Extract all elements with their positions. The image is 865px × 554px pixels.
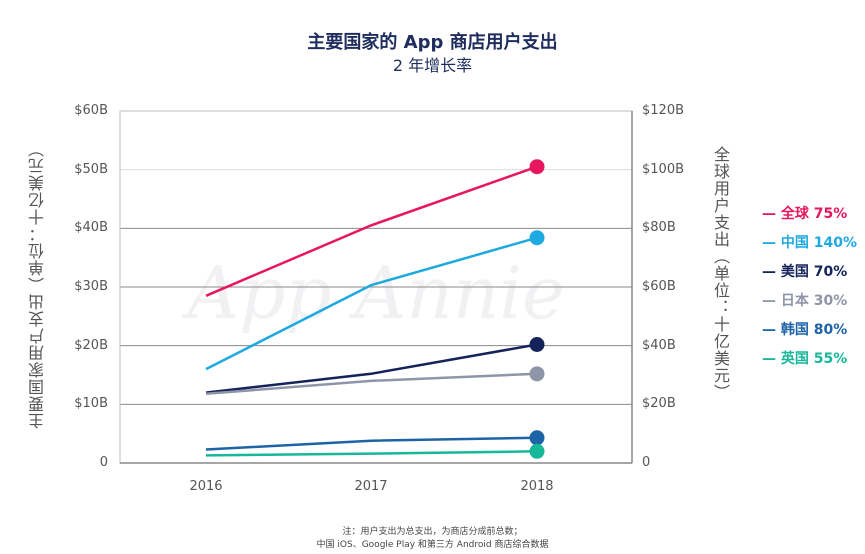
y-tick-left: $60B: [74, 103, 108, 118]
legend-growth: 80%: [813, 322, 848, 338]
series-line-5: [205, 450, 538, 457]
series-line-0: [205, 165, 538, 297]
legend-name: 美国: [780, 264, 809, 280]
legend-swatch: —: [762, 322, 781, 338]
chart-title: 主要国家的 App 商店用户支出: [307, 32, 558, 53]
legend-item: — 英国 55%: [762, 348, 847, 368]
y-tick-right: $20B: [642, 396, 676, 412]
x-tick-label: 2018: [520, 479, 553, 494]
footnote-line-2: 中国 iOS、Google Play 和第三方 Android 商店综合数据: [316, 540, 549, 550]
legend-name: 韩国: [780, 322, 809, 338]
series-end-marker-3: [529, 366, 545, 382]
legend-item: — 美国 70%: [762, 261, 847, 281]
legend-item: — 中国 140%: [762, 232, 857, 252]
legend-growth: 140%: [813, 235, 858, 251]
y-tick-right: $40B: [642, 337, 676, 353]
y-axis-right-label: 全球用户支出（单位：十亿美元）: [711, 146, 730, 401]
legend-growth: 75%: [813, 206, 848, 222]
y-tick-left: $10B: [74, 396, 108, 412]
legend-growth: 30%: [813, 293, 848, 309]
series-line-2: [205, 343, 538, 394]
x-tick-label: 2016: [189, 479, 222, 494]
y-tick-right: $120B: [642, 103, 685, 118]
legend-item: — 韩国 80%: [762, 319, 847, 339]
y-axis-left-label: 主要国家用户支出（单位：十亿美元）: [28, 140, 47, 429]
y-tick-right: $60B: [642, 279, 676, 294]
x-tick-label: 2017: [354, 479, 387, 494]
legend-name: 英国: [780, 351, 809, 367]
footnote-line-1: 注：用户支出为总支出，为商店分成前总数；: [342, 527, 523, 537]
legend-swatch: —: [762, 235, 781, 251]
y-tick-left: 0: [99, 455, 108, 470]
legend-name: 中国: [780, 235, 809, 251]
legend-item: — 日本 30%: [762, 290, 847, 310]
y-tick-right: $100B: [642, 161, 685, 177]
legend-item: — 全球 75%: [762, 203, 847, 223]
legend-name: 日本: [780, 293, 809, 309]
legend-swatch: —: [762, 351, 781, 367]
legend-growth: 70%: [813, 264, 848, 280]
y-tick-left: $50B: [74, 161, 108, 177]
series-line-4: [205, 436, 538, 451]
series-end-marker-4: [529, 430, 545, 446]
legend-growth: 55%: [813, 351, 848, 367]
y-tick-left: $30B: [74, 279, 108, 294]
series-end-marker-1: [529, 230, 545, 246]
series-end-marker-2: [529, 336, 545, 352]
legend-swatch: —: [762, 206, 781, 222]
legend-swatch: —: [762, 293, 781, 309]
series-line-3: [205, 372, 538, 396]
y-tick-right: $80B: [642, 220, 676, 236]
series-end-marker-5: [529, 443, 545, 459]
series-line-1: [205, 236, 538, 371]
y-tick-right: 0: [642, 455, 651, 470]
y-tick-left: $20B: [74, 337, 108, 353]
watermark: App Annie: [181, 251, 564, 335]
y-tick-left: $40B: [74, 220, 108, 236]
chart-subtitle: 2 年增长率: [392, 56, 473, 75]
series-end-marker-0: [529, 159, 545, 175]
legend-name: 全球: [780, 206, 809, 222]
legend-swatch: —: [762, 264, 781, 280]
